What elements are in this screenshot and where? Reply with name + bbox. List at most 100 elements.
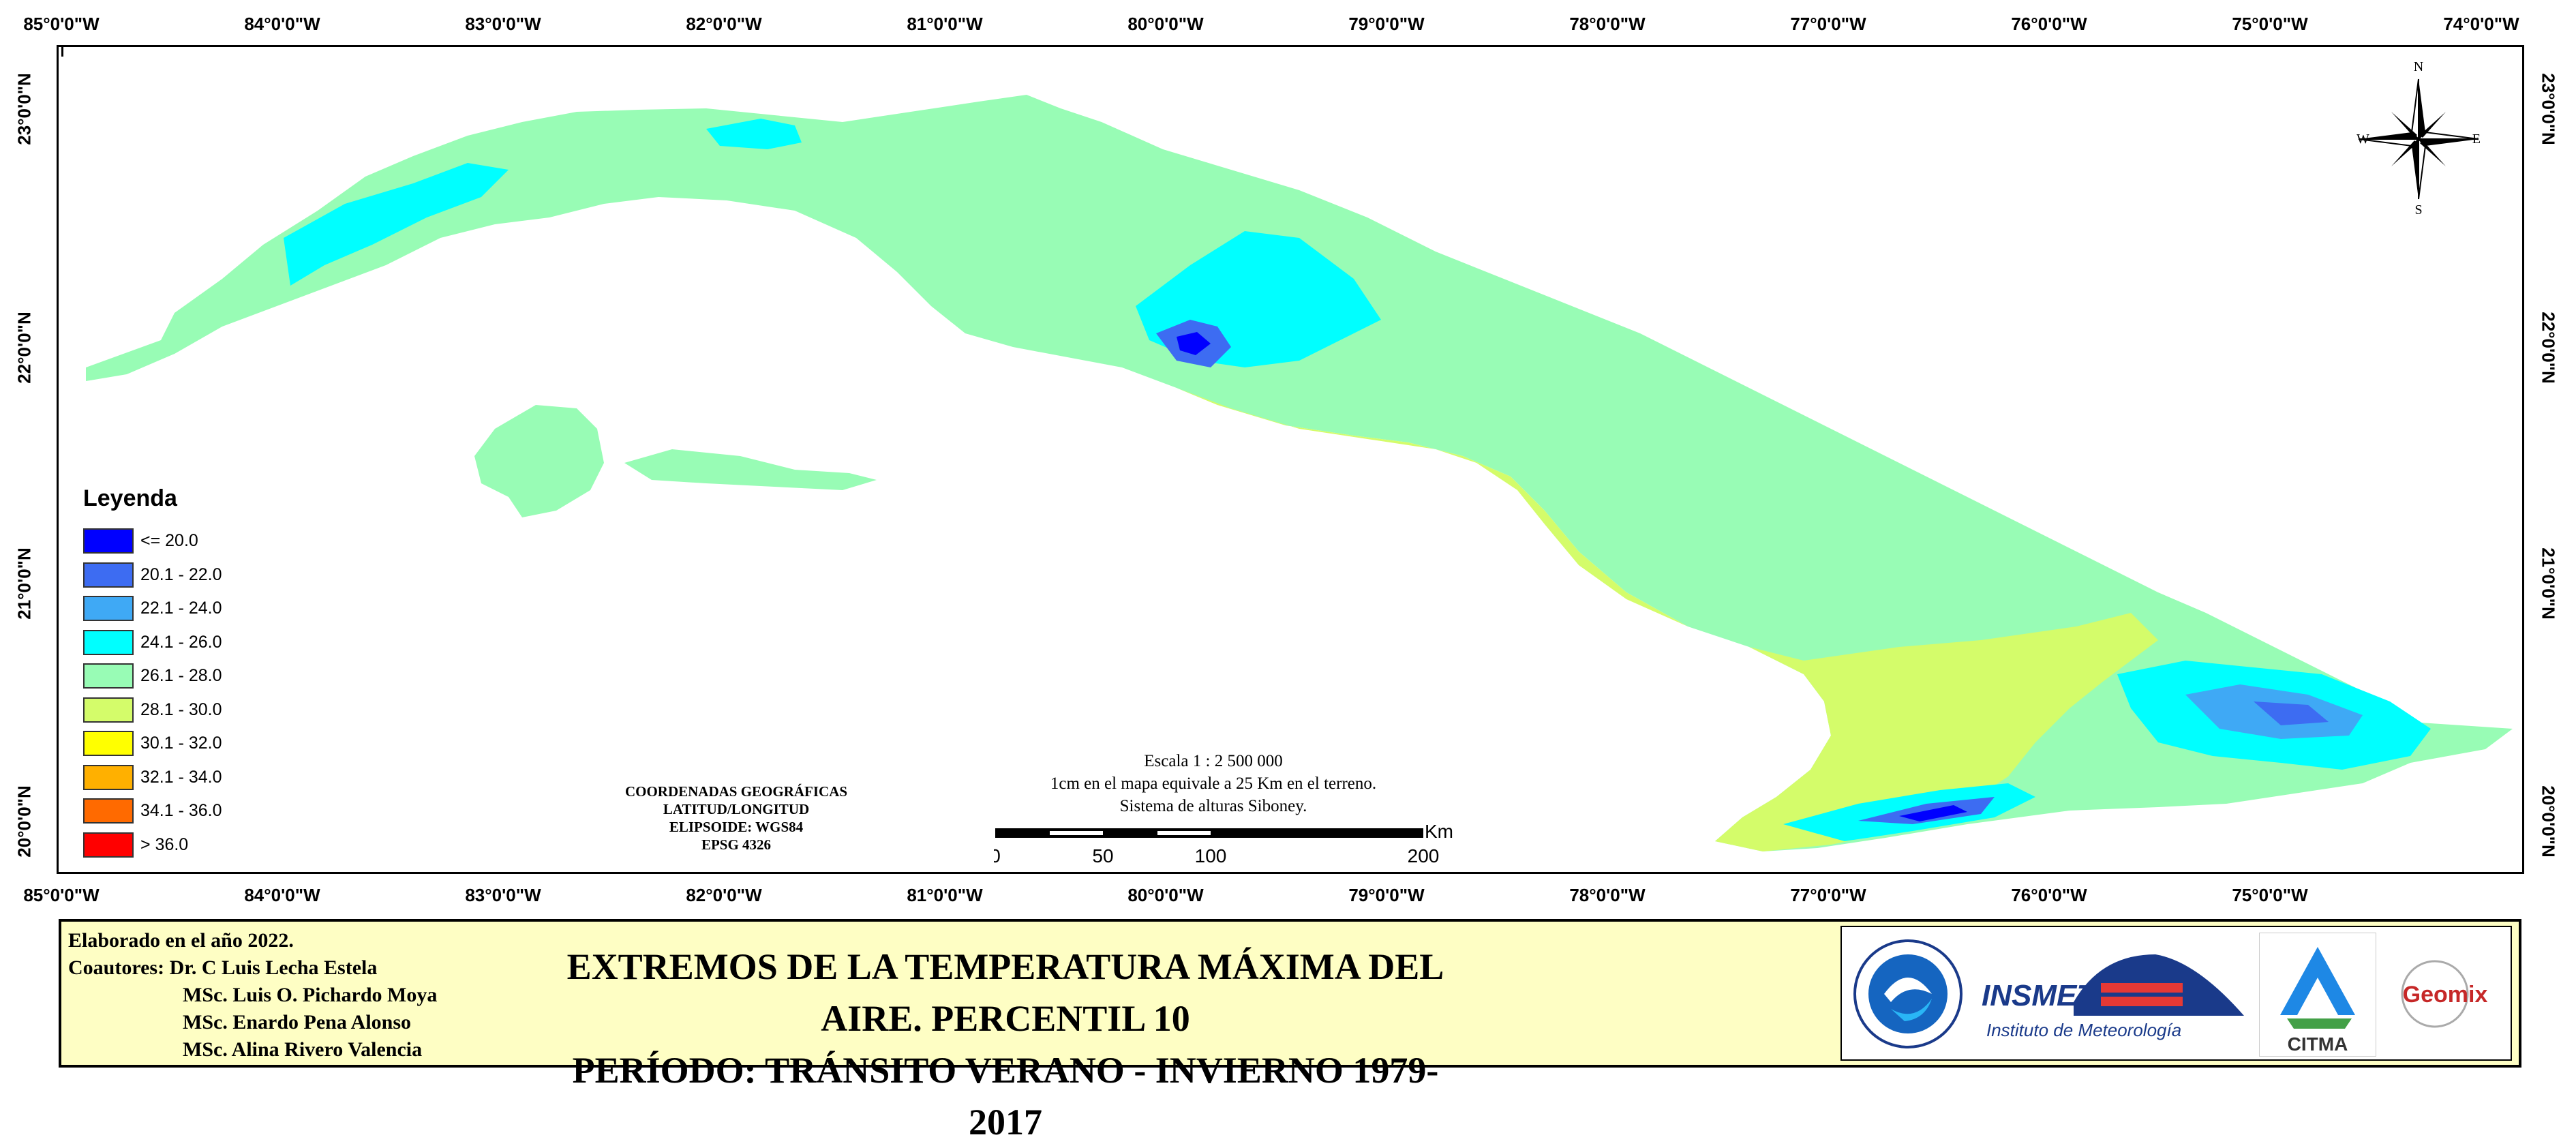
legend-swatch <box>83 764 134 790</box>
legend: Leyenda <= 20.0 20.1 - 22.0 22.1 - 24.0 … <box>83 485 222 862</box>
lat-label: 21°0'0"N <box>2538 547 2559 620</box>
lon-label: 85°0'0"W <box>23 14 100 34</box>
legend-swatch <box>83 663 134 689</box>
credit-line: MSc. Alina Rivero Valencia <box>183 1038 423 1061</box>
credits: Elaborado en el año 2022. Coautores: Dr.… <box>68 927 437 1063</box>
lon-label: 83°0'0"W <box>465 885 541 905</box>
scale-unit: Km <box>1425 821 1453 842</box>
legend-item: > 36.0 <box>83 828 222 862</box>
legend-swatch <box>83 596 134 622</box>
map-title: EXTREMOS DE LA TEMPERATURA MÁXIMA DEL AI… <box>539 941 1472 1148</box>
region-28-30 <box>1177 388 2158 851</box>
legend-title: Leyenda <box>83 485 177 511</box>
coords-line: LATITUD/LONGITUD <box>663 801 810 817</box>
map-frame[interactable] <box>57 45 2524 874</box>
lon-label: 81°0'0"W <box>907 885 983 905</box>
lon-label: 85°0'0"W <box>23 885 100 905</box>
legend-swatch <box>83 697 134 723</box>
scale-bar: Km 0 50 100 200 <box>994 821 1453 866</box>
coordinates-info: COORDENADAS GEOGRÁFICAS LATITUD/LONGITUD… <box>617 783 855 854</box>
legend-label: 32.1 - 34.0 <box>140 767 222 787</box>
region-24-26-west <box>284 163 509 286</box>
credit-line: MSc. Enardo Pena Alonso <box>183 1011 412 1033</box>
compass-s: S <box>2414 202 2422 215</box>
scale-tick: 100 <box>1195 845 1227 866</box>
legend-label: 28.1 - 30.0 <box>140 699 222 719</box>
credit-line: Coautores: Dr. C Luis Lecha Estela <box>68 956 378 979</box>
isla-de-la-juventud <box>474 405 604 517</box>
coords-line: COORDENADAS GEOGRÁFICAS <box>624 783 848 800</box>
lon-label: 81°0'0"W <box>907 14 983 34</box>
legend-label: 20.1 - 22.0 <box>140 564 222 584</box>
lat-label: 20°0'0"N <box>14 785 35 858</box>
scale-bar-segment <box>1050 831 1103 835</box>
lat-label: 23°0'0"N <box>14 73 35 145</box>
lon-label: 83°0'0"W <box>465 14 541 34</box>
legend-item: 34.1 - 36.0 <box>83 794 222 828</box>
legend-label: 34.1 - 36.0 <box>140 801 222 821</box>
title-line: EXTREMOS DE LA TEMPERATURA MÁXIMA DEL AI… <box>566 946 1444 1039</box>
lat-label: 20°0'0"N <box>2538 785 2559 858</box>
legend-item: 32.1 - 34.0 <box>83 761 222 795</box>
legend-swatch <box>83 731 134 757</box>
lon-label: 74°0'0"W <box>2443 14 2519 34</box>
scale-line: 1cm en el mapa equivale a 25 Km en el te… <box>1050 774 1377 793</box>
cuba-temperature-map[interactable] <box>59 47 2522 872</box>
scale-line: Escala 1 : 2 500 000 <box>1144 752 1283 770</box>
lon-label: 77°0'0"W <box>1790 14 1866 34</box>
southern-cays <box>624 449 877 490</box>
coords-line: ELIPSOIDE: WGS84 <box>669 819 804 835</box>
lon-label: 84°0'0"W <box>244 885 320 905</box>
legend-swatch <box>83 798 134 824</box>
lon-label: 76°0'0"W <box>2011 885 2087 905</box>
legend-label: > 36.0 <box>140 834 189 854</box>
lon-label: 79°0'0"W <box>1348 14 1425 34</box>
compass-n: N <box>2414 59 2423 74</box>
legend-label: 26.1 - 28.0 <box>140 666 222 686</box>
lon-label: 79°0'0"W <box>1348 885 1425 905</box>
legend-item: <= 20.0 <box>83 524 222 558</box>
legend-item: 28.1 - 30.0 <box>83 693 222 727</box>
scale-tick: 0 <box>994 845 1001 866</box>
geomix-logo: Geomix <box>2387 954 2503 1036</box>
legend-swatch <box>83 832 134 858</box>
title-line: PERÍODO: TRÁNSITO VERANO - INVIERNO 1979… <box>572 1050 1439 1143</box>
lat-label: 22°0'0"N <box>2538 312 2559 384</box>
legend-swatch <box>83 528 134 554</box>
compass-rose-icon: N S E W <box>2357 59 2481 215</box>
lon-label: 80°0'0"W <box>1127 885 1204 905</box>
legend-item: 30.1 - 32.0 <box>83 727 222 761</box>
lon-label: 80°0'0"W <box>1127 14 1204 34</box>
scale-bar-segment <box>1157 831 1211 835</box>
citma-logo: CITMA <box>2259 933 2376 1057</box>
compass-e: E <box>2472 132 2481 147</box>
logos-panel: INSMET Instituto de Meteorología CITMA G… <box>1840 926 2512 1061</box>
geomix-logo-icon: Geomix <box>2401 960 2488 1028</box>
citma-label: CITMA <box>2288 1033 2348 1055</box>
legend-label: 30.1 - 32.0 <box>140 734 222 753</box>
region-below-20-sierra <box>1899 805 1967 821</box>
meteorological-service-logo-icon <box>1853 939 1963 1048</box>
credit-line: Elaborado en el año 2022. <box>68 929 294 952</box>
legend-label: <= 20.0 <box>140 531 198 551</box>
legend-item: 26.1 - 28.0 <box>83 659 222 693</box>
lat-label: 21°0'0"N <box>14 547 35 620</box>
region-24-26-north <box>706 119 802 149</box>
coords-line: EPSG 4326 <box>701 836 772 853</box>
compass-w: W <box>2357 132 2369 147</box>
scale-tick: 50 <box>1092 845 1113 866</box>
scale-line: Sistema de alturas Siboney. <box>1119 797 1307 815</box>
lat-label: 23°0'0"N <box>2538 73 2559 145</box>
citma-logo-icon: CITMA <box>2280 947 2355 1055</box>
insmet-logo: INSMET Instituto de Meteorología <box>1978 941 2251 1050</box>
geomix-label: Geomix <box>2403 982 2488 1008</box>
credit-line: MSc. Luis O. Pichardo Moya <box>183 984 438 1006</box>
scale-tick: 200 <box>1408 845 1440 866</box>
lon-label: 77°0'0"W <box>1790 885 1866 905</box>
lon-label: 75°0'0"W <box>2232 885 2308 905</box>
insmet-subtitle: Instituto de Meteorología <box>1986 1020 2181 1040</box>
scale-info: Escala 1 : 2 500 000 1cm en el mapa equi… <box>995 750 1431 817</box>
lon-label: 78°0'0"W <box>1569 885 1646 905</box>
legend-item: 22.1 - 24.0 <box>83 592 222 626</box>
lat-label: 22°0'0"N <box>14 312 35 384</box>
